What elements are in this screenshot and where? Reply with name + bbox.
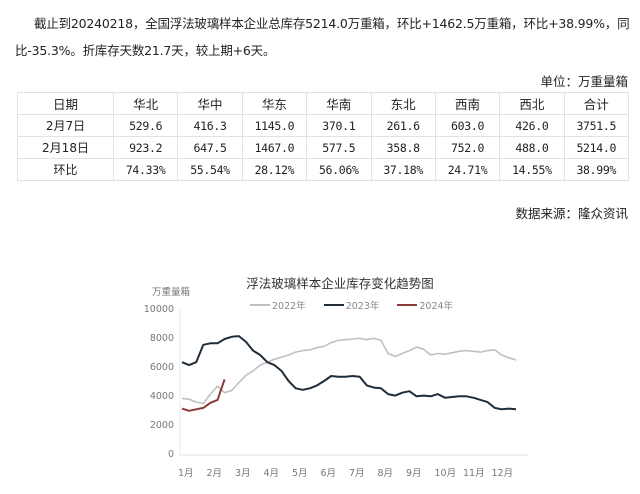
series-line-2024 (181, 379, 226, 412)
cell-value: 358.8 (370, 136, 436, 159)
legend-label: 2022年 (272, 301, 306, 312)
x-tick: 2月 (206, 468, 223, 479)
header-south: 华南 (306, 92, 372, 115)
x-tick: 6月 (320, 468, 337, 479)
inventory-table: 日期 华北 华中 华东 华南 东北 西南 西北 合计 2月7日 529.6 41… (17, 92, 630, 181)
table-row: 环比 74.33% 55.54% 28.12% 56.06% 37.18% 24… (17, 158, 630, 181)
row-date: 2月18日 (17, 136, 114, 159)
cell-value: 529.6 (112, 114, 179, 137)
cell-change: 14.55% (499, 158, 565, 181)
legend-label: 2024年 (419, 301, 454, 312)
x-tick: 4月 (263, 468, 280, 479)
header-central: 华中 (177, 92, 243, 115)
x-tick: 5月 (292, 468, 308, 479)
cell-value: 416.3 (177, 114, 243, 137)
cell-value: 370.1 (306, 114, 372, 137)
inventory-trend-chart: 浮法玻璃样本企业库存变化趋势图 万重量箱 2022年 2023年 2024年 1… (140, 262, 540, 494)
legend-2022: 2022年 (250, 298, 306, 312)
y-tick: 8000 (149, 333, 174, 344)
cell-value: 488.0 (499, 136, 565, 159)
cell-value: 577.5 (306, 136, 372, 159)
chart-legend: 2022年 2023年 2024年 (250, 298, 453, 312)
cell-change: 28.12% (241, 158, 308, 181)
cell-value: 1467.0 (241, 136, 308, 159)
cell-change: 56.06% (306, 158, 372, 181)
series-line-2022 (181, 337, 517, 405)
summary-line-1: 截止到20240218，全国浮法玻璃样本企业总库存5214.0万重箱，环比+14… (34, 16, 630, 31)
y-tick: 4000 (149, 391, 174, 402)
cell-value: 1145.0 (241, 114, 308, 137)
legend-2023: 2023年 (323, 298, 380, 312)
cell-value: 426.0 (499, 114, 565, 137)
cell-change: 37.18% (370, 158, 436, 181)
x-tick: 11月 (463, 468, 485, 479)
cell-value: 261.6 (370, 114, 436, 137)
x-tick: 3月 (235, 468, 251, 479)
cell-change: 74.33% (112, 158, 179, 181)
header-southwest: 西南 (434, 92, 501, 115)
y-tick: 0 (167, 449, 174, 460)
table-row: 2月18日 923.2 647.5 1467.0 577.5 358.8 752… (17, 136, 630, 159)
header-northeast: 东北 (370, 92, 436, 115)
row-date: 2月7日 (17, 114, 114, 137)
header-total: 合计 (563, 92, 630, 115)
cell-change-total: 38.99% (563, 158, 630, 181)
y-tick: 6000 (149, 362, 174, 373)
x-tick: 8月 (377, 468, 394, 479)
x-tick: 7月 (349, 468, 365, 479)
table-header-row: 日期 华北 华中 华东 华南 东北 西南 西北 合计 (17, 92, 630, 115)
x-tick: 10月 (434, 468, 457, 479)
legend-label: 2023年 (345, 301, 380, 312)
legend-swatch (397, 304, 418, 306)
header-northwest: 西北 (499, 92, 565, 115)
legend-swatch (250, 304, 270, 306)
y-tick: 2000 (149, 420, 174, 431)
unit-label: 单位：万重量箱 (540, 74, 628, 89)
y-tick: 10000 (143, 304, 174, 315)
legend-2024: 2024年 (397, 298, 453, 312)
x-tick: 12月 (491, 468, 514, 479)
row-label: 环比 (17, 158, 114, 181)
cell-change: 24.71% (434, 158, 501, 181)
series-line-2023 (181, 335, 517, 411)
summary-paragraph: 截止到20240218，全国浮法玻璃样本企业总库存5214.0万重箱，环比+14… (15, 10, 630, 64)
cell-value: 752.0 (434, 136, 501, 159)
cell-change: 55.54% (177, 158, 243, 181)
header-east: 华东 (241, 92, 308, 115)
cell-total: 5214.0 (563, 136, 630, 159)
cell-value: 603.0 (434, 114, 501, 137)
table-row: 2月7日 529.6 416.3 1145.0 370.1 261.6 603.… (17, 114, 630, 137)
summary-line-2: 比-35.3%。折库存天数21.7天，较上期+6天。 (15, 43, 276, 58)
x-tick: 9月 (406, 468, 422, 479)
legend-swatch (323, 304, 344, 306)
header-north: 华北 (112, 92, 179, 115)
y-axis-unit: 万重量箱 (152, 287, 191, 298)
chart-title: 浮法玻璃样本企业库存变化趋势图 (246, 276, 434, 291)
chart-plot (179, 310, 528, 456)
cell-total: 3751.5 (563, 114, 630, 137)
header-date: 日期 (17, 92, 114, 115)
x-tick: 1月 (178, 468, 194, 479)
data-source: 数据来源：隆众资讯 (515, 206, 628, 221)
cell-value: 923.2 (112, 136, 179, 159)
cell-value: 647.5 (177, 136, 243, 159)
